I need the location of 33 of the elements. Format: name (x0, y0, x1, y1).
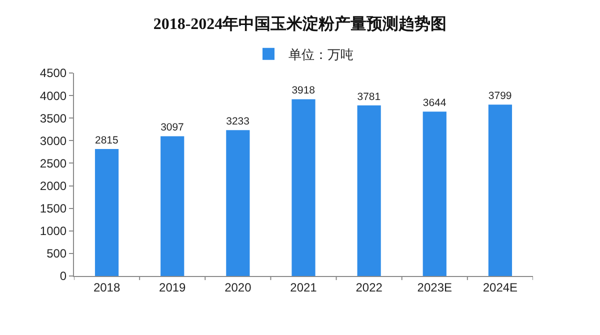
legend-label: 单位：万吨 (288, 46, 354, 62)
bar (94, 149, 119, 276)
y-tick-label: 0 (60, 269, 67, 284)
x-tick-label: 2021 (290, 280, 318, 294)
bar (160, 136, 184, 276)
y-tick-label: 1000 (40, 224, 67, 238)
x-tick-label: 2022 (356, 280, 383, 294)
data-label: 2815 (94, 135, 118, 146)
data-label: 3781 (357, 92, 381, 103)
data-label: 3799 (488, 91, 512, 102)
x-tick-label: 2019 (159, 280, 186, 294)
y-tick-label: 3500 (40, 111, 67, 126)
y-tick-label: 2500 (40, 156, 67, 170)
chart-title: 2018-2024年中国玉米淀粉产量预测趋势图 (153, 15, 447, 34)
bar (357, 105, 381, 276)
y-tick-label: 500 (46, 246, 67, 261)
bar (422, 112, 446, 276)
x-tick-label: 2018 (93, 280, 120, 294)
y-tick-label: 4000 (40, 88, 67, 103)
data-label: 3918 (292, 86, 316, 97)
data-label: 3097 (160, 122, 184, 134)
y-tick-label: 3000 (40, 134, 67, 148)
data-label: 3644 (422, 98, 446, 109)
x-tick-label: 2020 (224, 280, 252, 294)
x-tick-label: 2024E (482, 280, 518, 294)
y-tick-label: 4500 (40, 66, 67, 80)
y-tick-label: 2000 (40, 178, 67, 193)
y-tick-label: 1500 (40, 202, 67, 216)
bar (292, 99, 316, 276)
x-tick-label: 2023E (417, 280, 452, 294)
bar (488, 104, 512, 276)
bar (226, 130, 250, 276)
data-label: 3233 (226, 116, 250, 128)
